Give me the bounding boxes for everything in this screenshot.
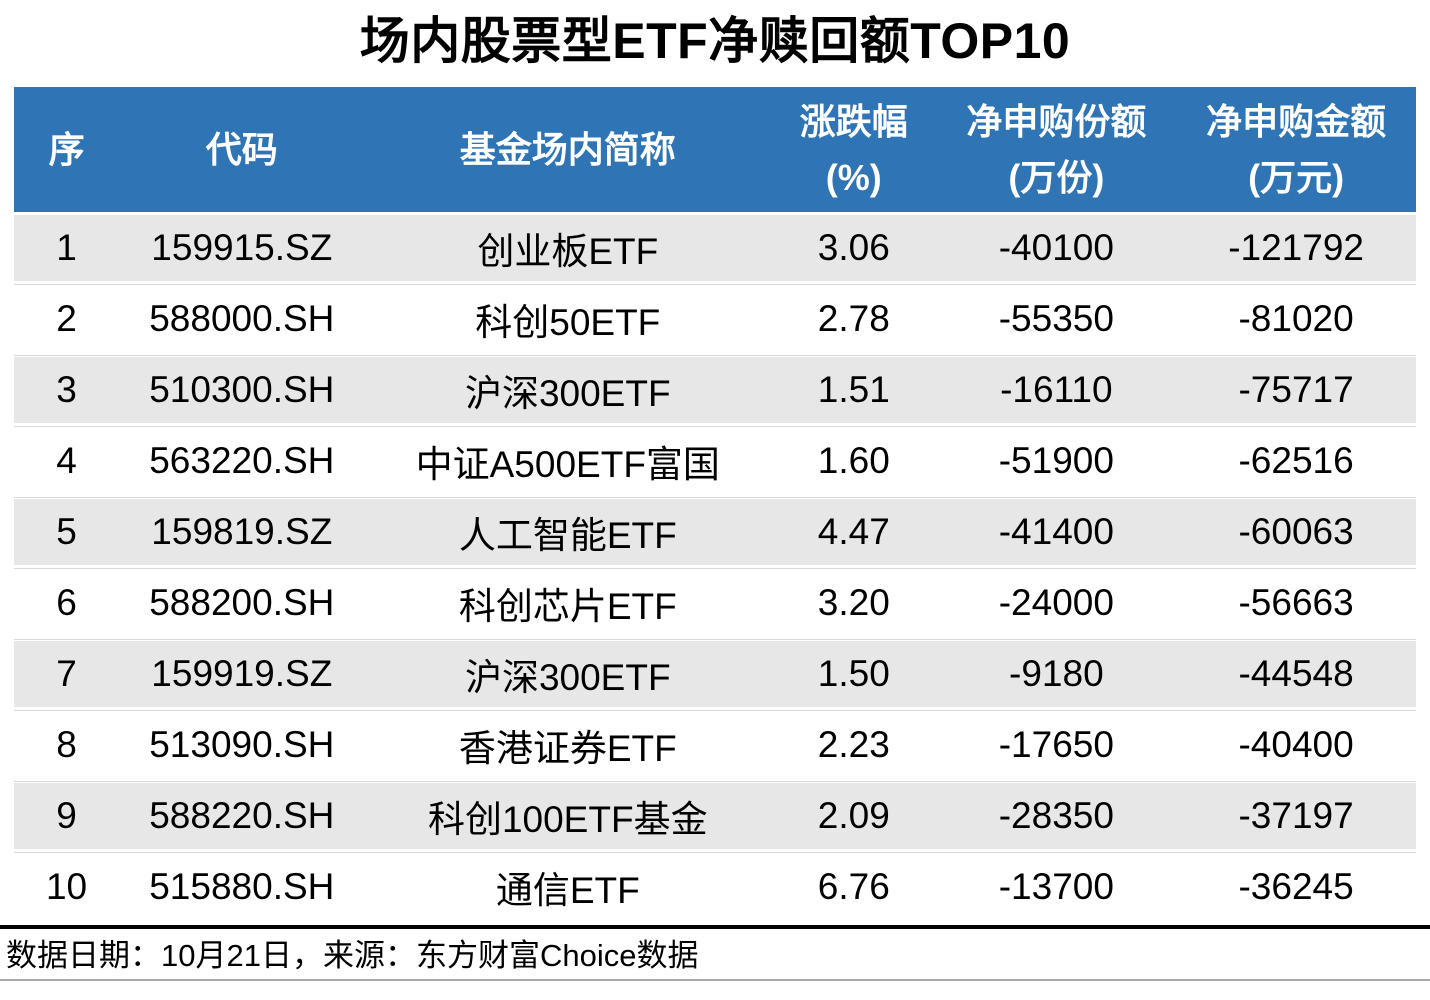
cell-seq: 1 (56, 227, 77, 268)
header-change-pct: 涨跌幅 (%) (771, 87, 936, 212)
cell-amount: -56663 (1238, 582, 1354, 623)
cell-fund-name: 沪深300ETF (464, 373, 671, 414)
cell-code: 510300.SH (149, 369, 335, 410)
table-body: 1 159915.SZ 创业板ETF 3.06 -40100 -121792 2… (14, 215, 1416, 920)
cell-fund-name: 科创50ETF (475, 302, 661, 343)
header-code: 代码 (119, 87, 364, 212)
cell-code: 159919.SZ (151, 653, 333, 694)
cell-change: 3.20 (817, 582, 890, 623)
cell-shares: -55350 (998, 298, 1114, 339)
cell-change: 1.50 (817, 653, 890, 694)
cell-amount: -60063 (1238, 511, 1354, 552)
cell-amount: -75717 (1238, 369, 1354, 410)
header-net-shares-unit: (万份) (1008, 156, 1105, 198)
cell-code: 515880.SH (149, 866, 335, 907)
header-seq-label: 序 (48, 128, 85, 170)
etf-table: 序 代码 基金场内简称 涨跌幅 (%) 净申购份额 (万份) 净申购金额 (万 (14, 87, 1416, 920)
cell-seq: 4 (56, 440, 77, 481)
cell-code: 159819.SZ (151, 511, 333, 552)
cell-fund-name: 沪深300ETF (464, 657, 671, 698)
cell-fund-name: 人工智能ETF (458, 515, 677, 556)
page-title: 场内股票型ETF净赎回额TOP10 (359, 13, 1071, 69)
cell-change: 1.60 (817, 440, 890, 481)
table-row: 1 159915.SZ 创业板ETF 3.06 -40100 -121792 (14, 215, 1416, 285)
cell-fund-name: 通信ETF (495, 870, 640, 911)
cell-seq: 7 (56, 653, 77, 694)
cell-amount: -36245 (1238, 866, 1354, 907)
header-net-shares: 净申购份额 (万份) (936, 87, 1176, 212)
table-row: 4 563220.SH 中证A500ETF富国 1.60 -51900 -625… (14, 428, 1416, 498)
table-row: 6 588200.SH 科创芯片ETF 3.20 -24000 -56663 (14, 570, 1416, 640)
table-row: 2 588000.SH 科创50ETF 2.78 -55350 -81020 (14, 286, 1416, 356)
header-seq: 序 (14, 87, 119, 212)
cell-fund-name: 创业板ETF (477, 231, 659, 272)
cell-seq: 5 (56, 511, 77, 552)
cell-seq: 2 (56, 298, 77, 339)
cell-fund-name: 科创100ETF基金 (427, 799, 708, 840)
cell-code: 588000.SH (149, 298, 335, 339)
cell-code: 563220.SH (149, 440, 335, 481)
cell-change: 4.47 (817, 511, 890, 552)
header-net-amount: 净申购金额 (万元) (1176, 87, 1416, 212)
cell-seq: 9 (56, 795, 77, 836)
cell-shares: -9180 (1009, 653, 1104, 694)
cell-amount: -62516 (1238, 440, 1354, 481)
cell-fund-name: 香港证券ETF (458, 728, 677, 769)
cell-shares: -28350 (998, 795, 1114, 836)
cell-shares: -24000 (998, 582, 1114, 623)
data-source-note: 数据日期：10月21日，来源：东方财富Choice数据 (6, 938, 699, 973)
cell-change: 1.51 (817, 369, 890, 410)
table-row: 3 510300.SH 沪深300ETF 1.51 -16110 -75717 (14, 357, 1416, 427)
cell-fund-name: 中证A500ETF富国 (415, 444, 720, 485)
cell-shares: -13700 (998, 866, 1114, 907)
cell-amount: -81020 (1238, 298, 1354, 339)
cell-change: 6.76 (817, 866, 890, 907)
cell-amount: -121792 (1228, 227, 1364, 268)
footer: 数据日期：10月21日，来源：东方财富Choice数据 (0, 925, 1430, 981)
cell-code: 513090.SH (149, 724, 335, 765)
table-row: 10 515880.SH 通信ETF 6.76 -13700 -36245 (14, 854, 1416, 920)
header-fund-name: 基金场内简称 (364, 87, 771, 212)
cell-seq: 10 (45, 866, 88, 907)
cell-change: 3.06 (817, 227, 890, 268)
cell-seq: 3 (56, 369, 77, 410)
cell-code: 159915.SZ (151, 227, 333, 268)
header-net-amount-label: 净申购金额 (1206, 100, 1387, 142)
cell-seq: 6 (56, 582, 77, 623)
cell-shares: -40100 (998, 227, 1114, 268)
cell-seq: 8 (56, 724, 77, 765)
cell-shares: -51900 (998, 440, 1114, 481)
table-row: 9 588220.SH 科创100ETF基金 2.09 -28350 -3719… (14, 783, 1416, 853)
cell-change: 2.23 (817, 724, 890, 765)
header-change-pct-label: 涨跌幅 (799, 100, 908, 142)
cell-amount: -37197 (1238, 795, 1354, 836)
cell-shares: -41400 (998, 511, 1114, 552)
table-row: 5 159819.SZ 人工智能ETF 4.47 -41400 -60063 (14, 499, 1416, 569)
header-change-pct-unit: (%) (825, 156, 882, 198)
header-net-shares-label: 净申购份额 (966, 100, 1147, 142)
cell-code: 588220.SH (149, 795, 335, 836)
cell-fund-name: 科创芯片ETF (458, 586, 677, 627)
table-header-row: 序 代码 基金场内简称 涨跌幅 (%) 净申购份额 (万份) 净申购金额 (万 (14, 87, 1416, 212)
table-row: 8 513090.SH 香港证券ETF 2.23 -17650 -40400 (14, 712, 1416, 782)
header-code-label: 代码 (205, 128, 278, 170)
cell-shares: -16110 (1000, 369, 1113, 410)
cell-amount: -40400 (1238, 724, 1354, 765)
cell-change: 2.09 (817, 795, 890, 836)
cell-code: 588200.SH (149, 582, 335, 623)
cell-amount: -44548 (1238, 653, 1354, 694)
cell-shares: -17650 (998, 724, 1114, 765)
header-fund-name-label: 基金场内简称 (459, 128, 676, 170)
cell-change: 2.78 (817, 298, 890, 339)
header-net-amount-unit: (万元) (1248, 156, 1345, 198)
table-row: 7 159919.SZ 沪深300ETF 1.50 -9180 -44548 (14, 641, 1416, 711)
